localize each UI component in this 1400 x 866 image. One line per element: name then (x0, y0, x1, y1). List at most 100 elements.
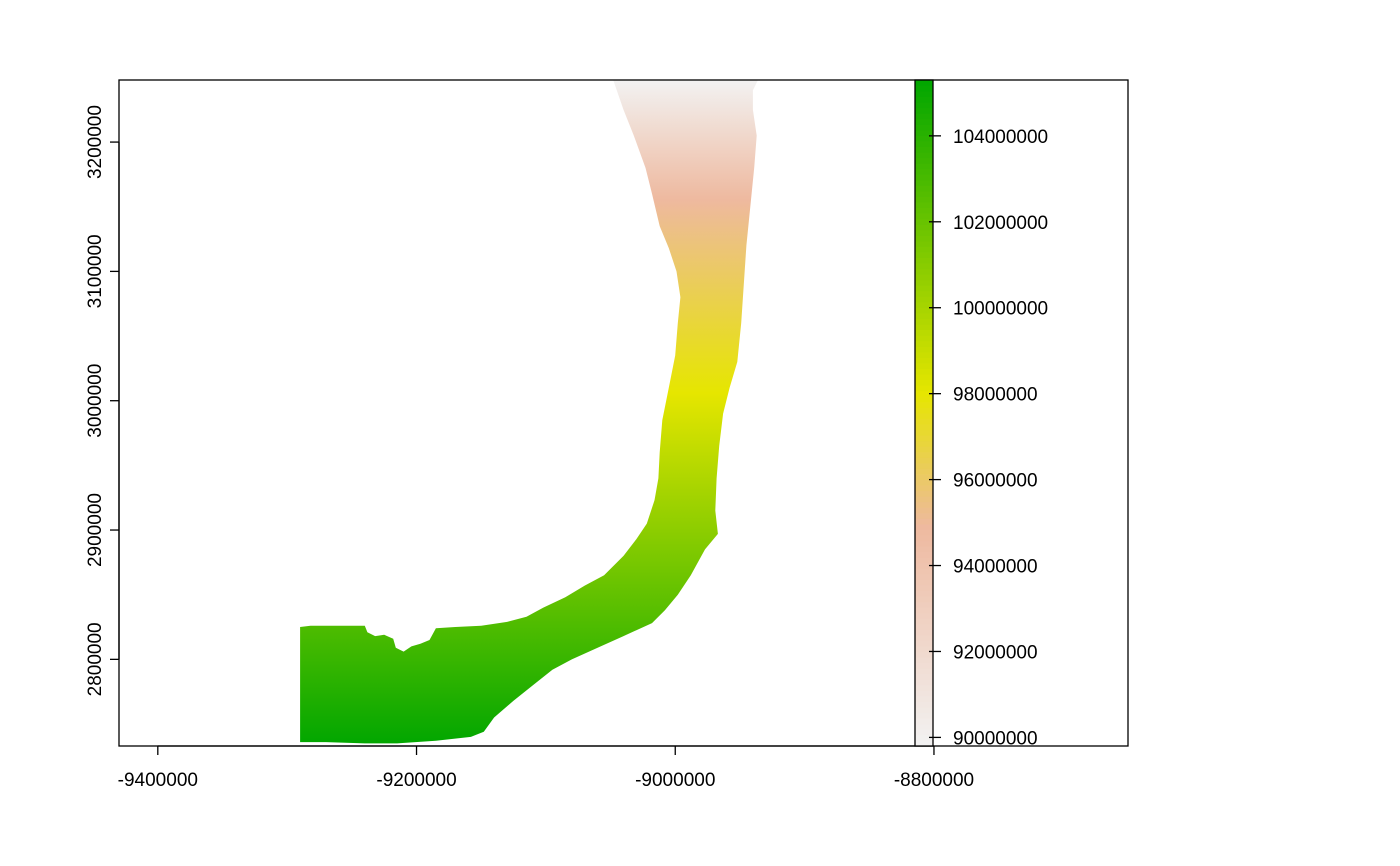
colorbar-segment (915, 401, 933, 408)
colorbar-segment (915, 324, 933, 331)
colorbar-segment (915, 618, 933, 625)
colorbar-segment (915, 668, 933, 675)
colorbar-segment (915, 185, 933, 192)
colorbar-segment (915, 407, 933, 414)
colorbar-segment (915, 107, 933, 114)
colorbar-segment (915, 535, 933, 542)
colorbar-segment (915, 673, 933, 680)
colorbar-segment (915, 329, 933, 336)
colorbar-segment (915, 246, 933, 253)
colorbar-segment (915, 457, 933, 464)
colorbar-tick-label: 98000000 (953, 385, 1038, 406)
colorbar-segment (915, 435, 933, 442)
colorbar-segment (915, 413, 933, 419)
colorbar-tick-label: 92000000 (953, 642, 1038, 663)
colorbar-segment (915, 357, 933, 364)
y-tick-label: 2900000 (85, 493, 106, 567)
colorbar-segment (915, 252, 933, 258)
colorbar-segment (915, 596, 933, 603)
colorbar-segment (915, 268, 933, 275)
x-tick-label: -9000000 (635, 770, 715, 791)
colorbar-segment (915, 734, 933, 741)
colorbar-segment (915, 568, 933, 575)
colorbar-segment (915, 446, 933, 453)
colorbar-segment (915, 313, 933, 320)
colorbar-segment (915, 707, 933, 714)
colorbar-segment (915, 279, 933, 286)
colorbar-segment (915, 285, 933, 292)
colorbar-segment (915, 646, 933, 653)
raster-region (300, 80, 758, 744)
colorbar-segment (915, 235, 933, 242)
colorbar-segment (915, 157, 933, 164)
colorbar-segment (915, 718, 933, 725)
raster-layer (300, 80, 758, 744)
colorbar-segment (915, 546, 933, 553)
colorbar-segment (915, 368, 933, 375)
colorbar-tick-label: 96000000 (953, 471, 1038, 492)
colorbar-segment (915, 573, 933, 580)
colorbar-segment (915, 474, 933, 480)
colorbar-segment (915, 124, 933, 131)
colorbar-segment (915, 218, 933, 225)
colorbar-segment (915, 224, 933, 231)
colorbar-segment (915, 640, 933, 647)
colorbar-segment (915, 651, 933, 658)
colorbar-segment (915, 601, 933, 608)
colorbar-segment (915, 302, 933, 308)
colorbar-segment (915, 740, 933, 747)
colorbar-segment (915, 118, 933, 125)
colorbar-tick-label: 102000000 (953, 213, 1048, 234)
colorbar-segment (915, 623, 933, 630)
colorbar-segment (915, 290, 933, 297)
colorbar-segment (915, 202, 933, 209)
colorbar-segment (915, 374, 933, 381)
colorbar-segment (915, 163, 933, 170)
colorbar-segment (915, 257, 933, 264)
colorbar-segment (915, 723, 933, 730)
colorbar-segment (915, 701, 933, 708)
colorbar-segment (915, 479, 933, 486)
colorbar-segment (915, 507, 933, 514)
colorbar-segment (915, 307, 933, 314)
colorbar-segment (915, 418, 933, 425)
colorbar-segment (915, 229, 933, 236)
colorbar-segment (915, 429, 933, 436)
colorbar-segment (915, 85, 933, 92)
colorbar-segment (915, 501, 933, 508)
colorbar-segment (915, 96, 933, 103)
colorbar-segment (915, 551, 933, 558)
colorbar-segment (915, 635, 933, 641)
colorbar-segment (915, 351, 933, 358)
colorbar-segment (915, 213, 933, 220)
colorbar-segment (915, 146, 933, 153)
colorbar-segment (915, 590, 933, 597)
colorbar-segment (915, 396, 933, 403)
colorbar-segment (915, 196, 933, 203)
colorbar-segment (915, 385, 933, 392)
colorbar-segment (915, 690, 933, 697)
colorbar-segment (915, 346, 933, 353)
colorbar-segment (915, 662, 933, 669)
colorbar-segment (915, 562, 933, 569)
colorbar-segment (915, 462, 933, 469)
x-axis: -9400000 -9200000 -9000000 -8800000 (118, 745, 974, 791)
y-tick-label: 3100000 (85, 234, 106, 308)
colorbar-frame (914, 79, 934, 747)
colorbar-tick-label: 104000000 (953, 127, 1048, 148)
colorbar-segment (915, 113, 933, 120)
colorbar-segment (915, 80, 933, 86)
colorbar-segment (915, 141, 933, 147)
colorbar-segment (915, 168, 933, 175)
colorbar-segment (915, 424, 933, 431)
colorbar-legend: 90000000 92000000 94000000 96000000 98000000… (914, 79, 1048, 749)
colorbar-segment (915, 152, 933, 159)
colorbar-segment (915, 612, 933, 619)
colorbar-tick-label: 100000000 (953, 299, 1048, 320)
colorbar-segment (915, 102, 933, 109)
y-tick-label: 3200000 (85, 105, 106, 179)
colorbar-segment (915, 240, 933, 247)
colorbar-segment (915, 712, 933, 719)
colorbar-segment (915, 540, 933, 547)
